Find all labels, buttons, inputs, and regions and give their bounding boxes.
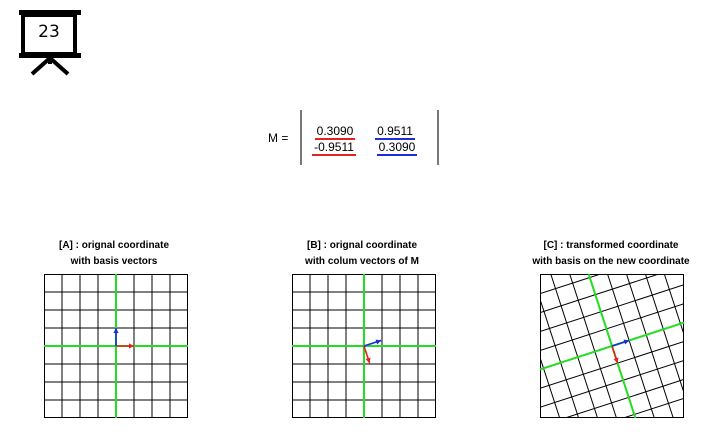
panel-c-gridline bbox=[540, 284, 684, 333]
panel-c-gridline bbox=[540, 341, 684, 389]
matrix-cell-r1c2: 0.9511 bbox=[375, 124, 415, 140]
panel-c-gridline bbox=[540, 303, 684, 351]
column-vector-1 bbox=[363, 345, 371, 364]
panel-c-frame bbox=[540, 274, 684, 418]
panel-c-gridline bbox=[564, 378, 684, 418]
presentation-board-icon bbox=[19, 10, 81, 76]
panel-a-caption: [A] : orignal coordinate with basis vect… bbox=[59, 240, 169, 267]
new-basis-vector-2 bbox=[611, 339, 630, 347]
panel-b-caption: [B] : orignal coordinate with colum vect… bbox=[305, 240, 419, 267]
panel-c-gridline bbox=[569, 274, 617, 418]
panel-a-grid bbox=[44, 274, 188, 418]
slide-number: 23 bbox=[38, 22, 60, 42]
basis-vector-e1 bbox=[116, 343, 134, 349]
basis-vector-e2 bbox=[113, 328, 119, 346]
matrix-right-bracket bbox=[437, 110, 439, 165]
column-vector-2 bbox=[363, 339, 382, 347]
panel-c-gridline bbox=[550, 274, 599, 418]
matrix-cell-r2c2: 0.3090 bbox=[376, 140, 418, 156]
matrix-left-bracket bbox=[300, 110, 302, 165]
matrix-label: M = bbox=[268, 131, 289, 145]
panel-c-gridline bbox=[607, 274, 655, 418]
panel-c-gridline bbox=[540, 298, 580, 418]
panel-c-gridline bbox=[540, 359, 684, 408]
panel-c-gridline bbox=[625, 274, 674, 418]
panel-c-gridline bbox=[644, 274, 684, 394]
new-basis-vector-1 bbox=[611, 345, 619, 364]
matrix-cell-r2c1: -0.9511 bbox=[312, 140, 356, 156]
matrix-cell-r1c1: 0.3090 bbox=[314, 124, 356, 140]
panel-b-grid bbox=[292, 274, 436, 418]
panel-c-gridline bbox=[540, 274, 660, 314]
panel-c-grid bbox=[540, 274, 684, 418]
panel-c-caption: [C] : transformed coordinate with basis … bbox=[532, 240, 690, 267]
